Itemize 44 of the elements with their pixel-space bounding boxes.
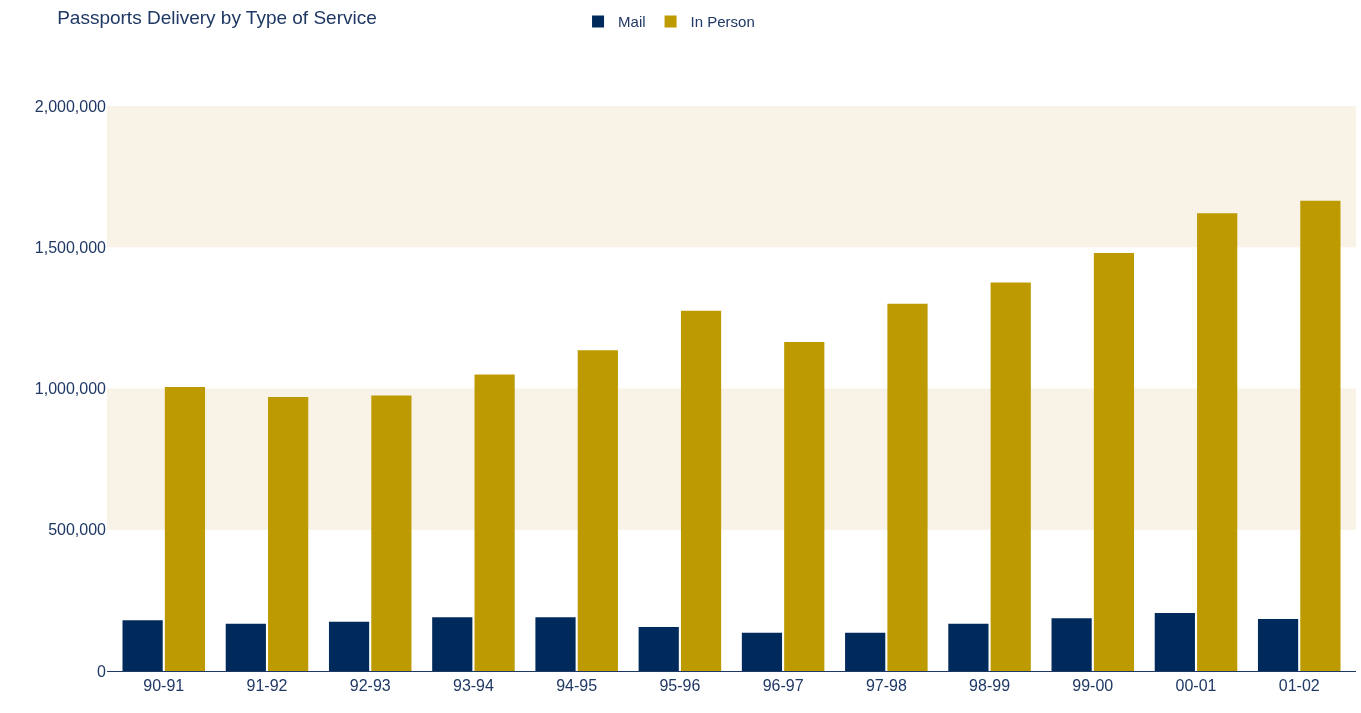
x-tick-label: 01-02 (1278, 677, 1320, 695)
x-tick-label: 99-00 (1072, 677, 1114, 695)
bar (1093, 252, 1135, 671)
legend-label: Mail (618, 13, 646, 31)
bar (164, 387, 206, 671)
bar (638, 626, 679, 671)
bar (1300, 200, 1341, 671)
y-tick-label: 2,000,000 (34, 97, 107, 115)
x-tick-label: 91-92 (246, 677, 288, 695)
x-tick-label: 92-93 (349, 677, 391, 695)
y-tick-label: 1,000,000 (34, 380, 107, 398)
bar (887, 303, 928, 671)
bar (784, 341, 825, 671)
bar (1257, 619, 1299, 671)
bar (1154, 613, 1195, 671)
bar (268, 396, 309, 671)
bar (948, 623, 989, 671)
y-tick-label: 500,000 (48, 521, 107, 539)
bar (371, 395, 412, 671)
bar (680, 310, 722, 671)
x-tick-label: 93-94 (452, 677, 494, 695)
y-tick-label: 1,500,000 (34, 238, 107, 256)
y-tick-label: 0 (97, 662, 107, 680)
x-tick-label: 97-98 (865, 677, 907, 695)
bar (1051, 618, 1092, 671)
x-tick-label: 98-99 (969, 677, 1011, 695)
bar (577, 350, 618, 671)
legend-label: In Person (690, 13, 755, 31)
x-tick-label: 00-01 (1175, 677, 1217, 695)
bar (990, 282, 1031, 671)
bar (741, 632, 783, 671)
bar (122, 620, 163, 671)
chart-title: Passports Delivery by Type of Service (57, 6, 377, 28)
x-tick-label: 90-91 (143, 677, 185, 695)
bar (845, 632, 886, 671)
bar (535, 617, 576, 671)
x-tick-label: 94-95 (556, 677, 598, 695)
bar (328, 621, 370, 671)
x-tick-label: 95-96 (659, 677, 701, 695)
bar (225, 623, 266, 671)
bar (432, 617, 473, 671)
x-tick-label: 96-97 (762, 677, 804, 695)
bar (474, 374, 515, 671)
bar (1197, 213, 1238, 671)
